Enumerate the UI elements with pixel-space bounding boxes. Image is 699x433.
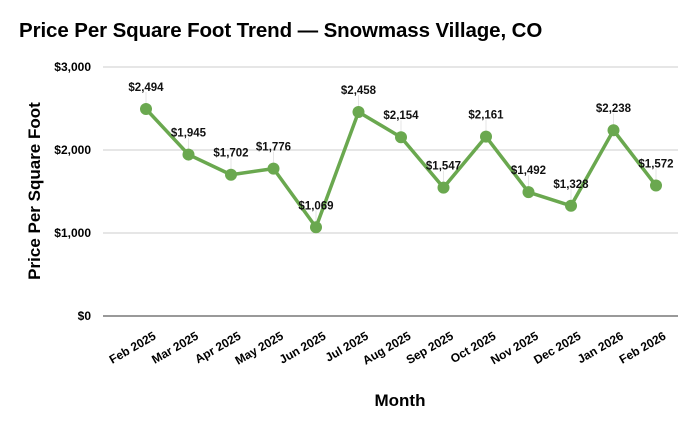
x-tick-label: Feb 2026 <box>617 329 669 367</box>
data-point <box>522 186 535 199</box>
x-tick-label: Feb 2025 <box>107 329 159 367</box>
data-label: $1,945 <box>171 128 207 140</box>
y-tick-label: $1,000 <box>54 226 91 240</box>
data-point <box>565 199 577 212</box>
x-tick-label: Jan 2026 <box>575 329 626 367</box>
data-label: $1,328 <box>553 179 589 191</box>
data-label: $1,776 <box>256 142 291 154</box>
y-tick-label: $0 <box>78 309 92 323</box>
chart-title: Price Per Square Foot Trend — Snowmass V… <box>19 19 543 42</box>
data-label: $1,069 <box>298 200 333 212</box>
data-point <box>437 181 450 194</box>
x-tick-label: Sep 2025 <box>404 329 456 367</box>
data-point <box>140 102 152 115</box>
x-tick-label: May 2025 <box>233 329 287 368</box>
data-label: $1,547 <box>426 161 461 173</box>
x-axis-title: Month <box>375 391 426 410</box>
data-point <box>395 131 407 144</box>
data-point <box>267 162 280 175</box>
data-label: $2,494 <box>128 82 164 94</box>
data-point <box>607 124 620 137</box>
y-tick-label: $2,000 <box>54 143 91 157</box>
data-point <box>225 168 237 181</box>
x-tick-label: Jun 2025 <box>277 329 329 367</box>
data-point <box>182 148 195 161</box>
data-label: $2,161 <box>468 110 504 122</box>
y-axis-title: Price Per Square Foot <box>25 102 44 280</box>
x-tick-label: Aug 2025 <box>360 329 413 368</box>
data-label: $1,492 <box>511 165 546 177</box>
data-point <box>480 130 492 143</box>
y-tick-label: $3,000 <box>54 60 91 74</box>
data-label: $2,458 <box>341 85 377 97</box>
data-label: $1,702 <box>213 148 248 160</box>
x-tick-label: Nov 2025 <box>488 329 541 368</box>
x-tick-label: Mar 2025 <box>149 329 201 367</box>
data-point <box>310 221 322 234</box>
y-axis-ticks: $0 $1,000 $2,000 $3,000 <box>54 60 91 323</box>
data-label: $2,238 <box>596 103 632 115</box>
data-series: $2,494 $1,945 $1,702 $1,776 $1,069 $2,458 $2,1… <box>128 82 674 234</box>
x-tick-label: Dec 2025 <box>531 329 583 367</box>
gridlines <box>103 66 678 317</box>
data-point <box>650 179 662 192</box>
data-label: $2,154 <box>383 110 419 122</box>
data-label: $1,572 <box>638 159 673 171</box>
data-point <box>352 105 365 118</box>
